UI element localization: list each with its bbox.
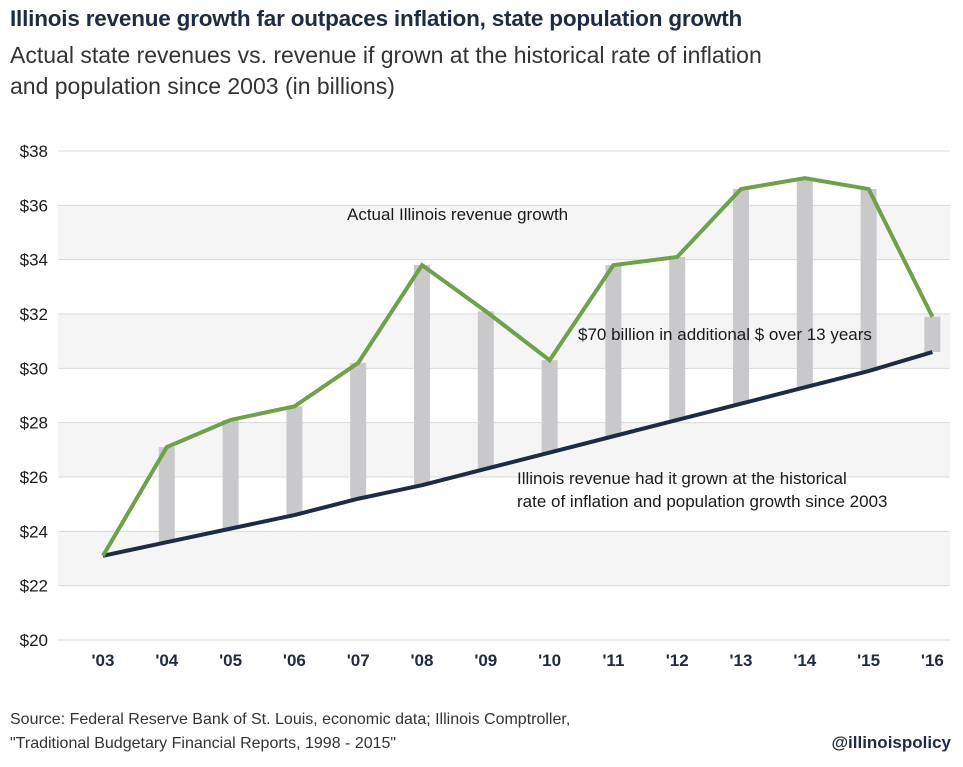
y-tick-label: $34	[20, 251, 48, 270]
y-axis-tick-labels: $20 $22 $24 $26 $28 $30 $32 $34 $36 $38	[20, 142, 48, 650]
x-tick-label: '13	[730, 651, 753, 670]
gap-label: $70 billion in additional $ over 13 year…	[578, 325, 872, 344]
gap-bar	[477, 311, 494, 469]
gap-bar	[860, 189, 877, 372]
subtitle-line-1: Actual state revenues vs. revenue if gro…	[10, 42, 762, 68]
x-tick-label: '14	[793, 651, 816, 670]
x-tick-label: '07	[347, 651, 370, 670]
gap-bar	[286, 406, 303, 516]
x-tick-label: '11	[602, 651, 624, 670]
gap-bar	[796, 178, 813, 388]
y-tick-label: $32	[20, 305, 48, 324]
gap-bar	[414, 265, 430, 486]
y-tick-label: $38	[20, 142, 48, 161]
x-tick-label: '16	[921, 651, 944, 670]
annotations: Actual Illinois revenue growth $70 billi…	[347, 205, 887, 511]
gap-bar	[222, 419, 239, 529]
y-tick-label: $24	[20, 522, 48, 541]
x-tick-label: '06	[283, 651, 306, 670]
x-tick-label: '10	[538, 651, 561, 670]
x-tick-label: '04	[155, 651, 178, 670]
y-tick-label: $20	[20, 631, 48, 650]
gap-bar	[669, 256, 686, 420]
source-note: Source: Federal Reserve Bank of St. Loui…	[10, 708, 570, 756]
x-tick-label: '05	[219, 651, 242, 670]
gap-bar	[541, 360, 558, 453]
gap-bar	[733, 189, 749, 404]
source-line-1: Source: Federal Reserve Bank of St. Loui…	[10, 711, 571, 728]
source-line-2: "Traditional Budgetary Financial Reports…	[10, 735, 397, 752]
x-tick-label: '08	[411, 651, 434, 670]
gridlines	[58, 150, 950, 641]
y-tick-label: $22	[20, 577, 48, 596]
twitter-handle: @illinoispolicy	[831, 733, 951, 752]
chart-subtitle: Actual state revenues vs. revenue if gro…	[10, 40, 910, 102]
x-tick-label: '12	[666, 651, 689, 670]
actual-series-label: Actual Illinois revenue growth	[347, 205, 568, 224]
revenue-chart: $20 $22 $24 $26 $28 $30 $32 $34 $36 $38 '03 '04 '05…	[20, 142, 950, 670]
gap-bar	[350, 362, 367, 499]
y-tick-label: $36	[20, 196, 48, 215]
gap-bars	[158, 178, 941, 543]
y-tick-label: $28	[20, 414, 48, 433]
series-lines	[101, 176, 935, 558]
baseline-series-label-line-2: rate of inflation and population growth …	[517, 492, 887, 511]
gap-bar	[605, 265, 622, 437]
gap-bar	[924, 316, 941, 353]
y-tick-label: $26	[20, 468, 48, 487]
actual-revenue-line	[101, 176, 935, 557]
y-tick-label: $30	[20, 359, 48, 378]
gap-bar	[158, 447, 175, 543]
chart-title: Illinois revenue growth far outpaces inf…	[10, 6, 743, 31]
baseline-revenue-line	[102, 350, 933, 558]
baseline-series-label-line-1: Illinois revenue had it grown at the his…	[517, 469, 847, 488]
subtitle-line-2: and population since 2003 (in billions)	[10, 73, 395, 99]
x-tick-label: '03	[92, 651, 115, 670]
x-tick-label: '15	[857, 651, 880, 670]
grid-bands	[58, 205, 950, 586]
x-tick-label: '09	[474, 651, 497, 670]
x-axis-tick-labels: '03 '04 '05 '06 '07 '08 '09 '10 '11 '12 '13 '14 '15 '…	[92, 651, 944, 670]
grid-band	[58, 531, 950, 586]
